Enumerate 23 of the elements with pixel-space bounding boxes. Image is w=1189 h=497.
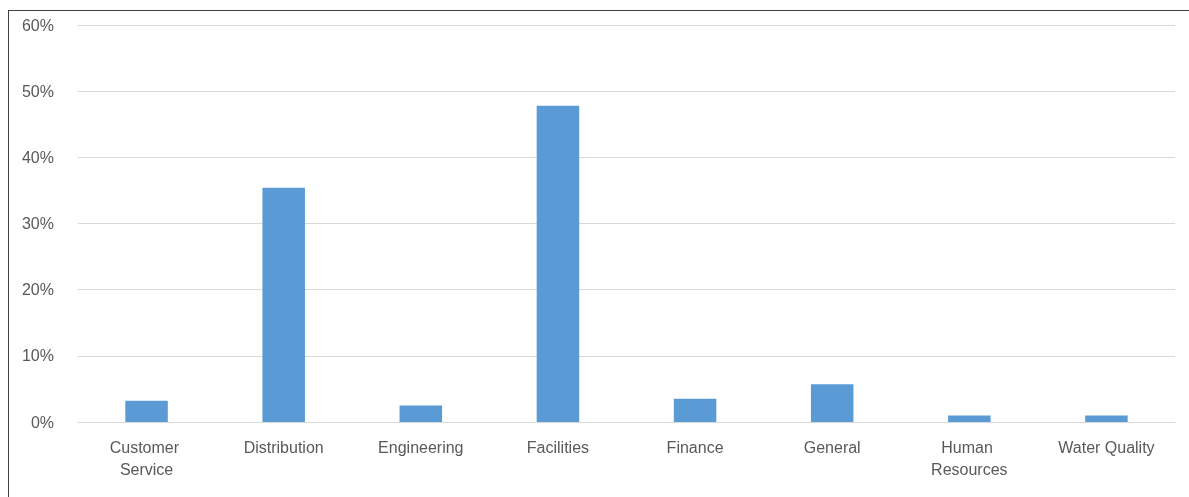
- y-tick-label: 0%: [30, 413, 54, 431]
- y-tick-label: 60%: [21, 16, 54, 34]
- x-tick-label: Human Resources: [931, 438, 1008, 478]
- x-tick-label: Engineering: [378, 438, 464, 456]
- y-tick-label: 10%: [21, 347, 54, 365]
- x-tick-label: General: [803, 438, 861, 456]
- x-tick-label: Distribution: [243, 438, 324, 456]
- y-tick-label: 20%: [21, 281, 54, 299]
- x-tick-label: Facilities: [526, 438, 590, 456]
- bar: [948, 415, 991, 422]
- x-tick-label: Customer Service: [109, 438, 184, 478]
- y-tick-label: 50%: [21, 82, 54, 100]
- bar: [673, 398, 717, 422]
- bar: [1085, 415, 1128, 422]
- y-tick-label: 40%: [21, 148, 54, 166]
- x-tick-label: Finance: [666, 438, 724, 456]
- bar: [810, 384, 854, 422]
- bar: [536, 105, 580, 422]
- x-tick-label: Water Quality: [1058, 438, 1155, 456]
- bar: [125, 400, 168, 422]
- y-tick-label: 30%: [21, 215, 54, 232]
- bar: [262, 187, 305, 422]
- bar: [399, 405, 443, 422]
